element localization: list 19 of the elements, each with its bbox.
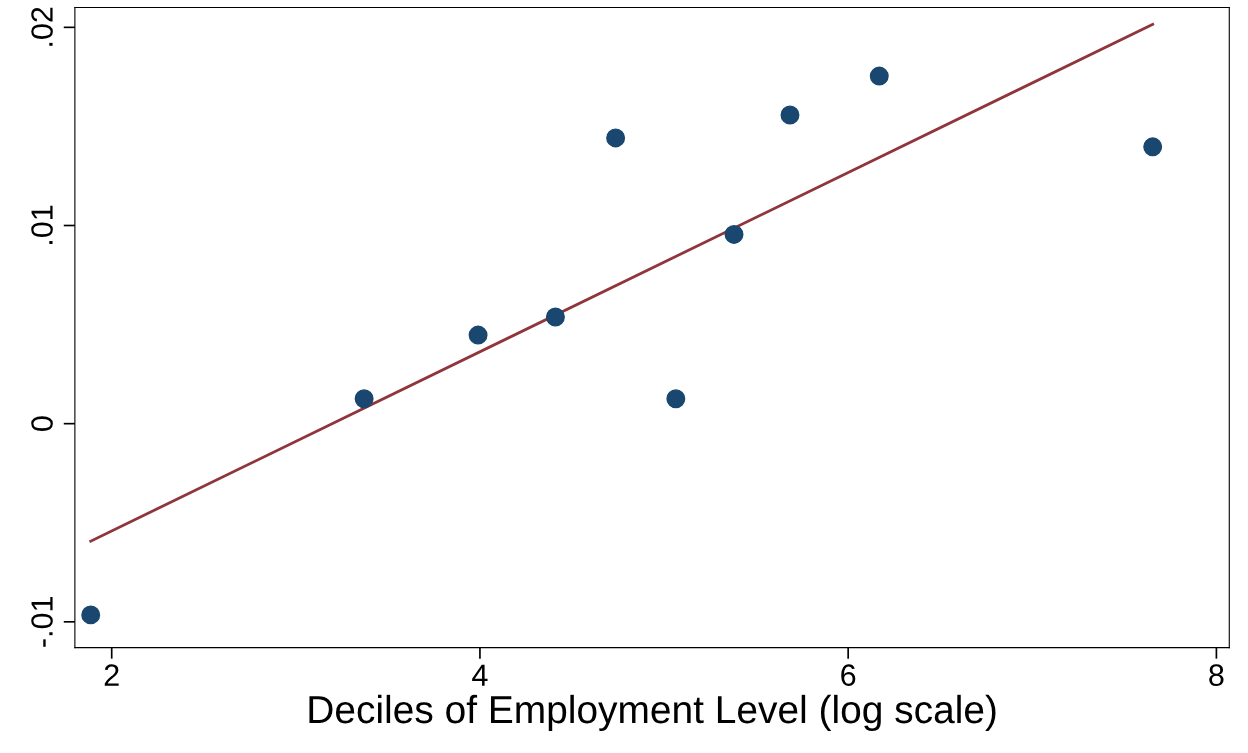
point bbox=[545, 307, 565, 327]
y-tick-label: -.01 bbox=[31, 596, 53, 647]
x-tick-label: 4 bbox=[472, 664, 488, 686]
x-tick-label: 6 bbox=[841, 664, 856, 686]
point bbox=[869, 66, 889, 86]
x-axis-title: Deciles of Employment Level (log scale) bbox=[309, 694, 996, 732]
x-tick-label: 8 bbox=[1209, 664, 1224, 686]
x-tick-label: 2 bbox=[104, 664, 119, 686]
point bbox=[780, 105, 800, 125]
point bbox=[666, 389, 686, 409]
point bbox=[81, 605, 101, 625]
y-tick-label: .02 bbox=[31, 7, 53, 46]
point bbox=[354, 389, 374, 409]
point bbox=[724, 224, 744, 244]
point bbox=[606, 128, 626, 148]
y-tick-label: .01 bbox=[31, 205, 53, 244]
point bbox=[1143, 137, 1163, 157]
y-tick-label: 0 bbox=[31, 416, 53, 431]
point bbox=[468, 325, 488, 345]
